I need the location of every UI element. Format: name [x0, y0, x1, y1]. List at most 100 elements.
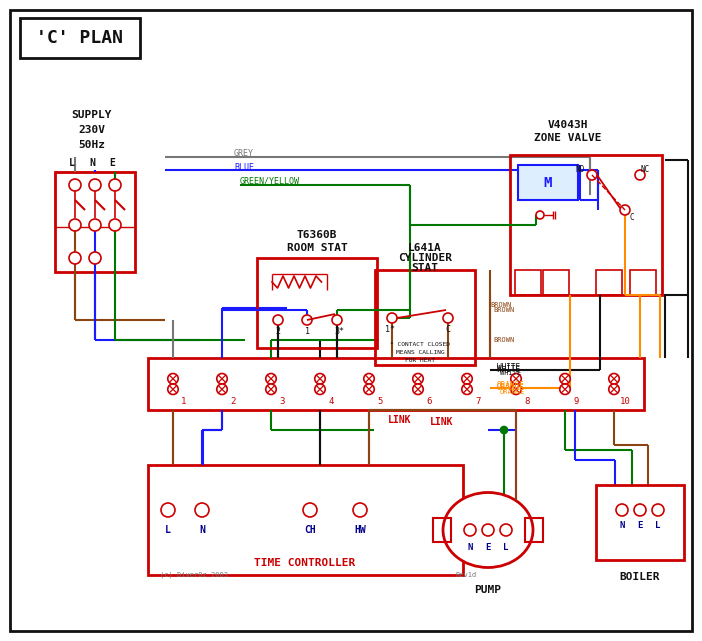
Text: STAT: STAT	[411, 263, 439, 273]
Text: 6: 6	[426, 397, 432, 406]
Circle shape	[616, 504, 628, 516]
Text: M: M	[544, 176, 552, 190]
Circle shape	[302, 315, 312, 325]
Circle shape	[500, 524, 512, 536]
Text: TIME CONTROLLER: TIME CONTROLLER	[254, 558, 356, 568]
Text: GREEN/YELLOW: GREEN/YELLOW	[240, 176, 300, 185]
Bar	[257, 258, 377, 348]
Circle shape	[635, 170, 645, 180]
Bar	[630, 270, 656, 295]
Text: V4043H: V4043H	[548, 120, 588, 130]
Circle shape	[314, 384, 325, 394]
Text: 2: 2	[230, 397, 236, 406]
Text: BROWN: BROWN	[490, 302, 511, 308]
Text: CH: CH	[304, 525, 316, 535]
Text: L: L	[503, 544, 509, 553]
Text: 2: 2	[275, 328, 281, 337]
Bar	[20, 18, 140, 58]
Text: WHITE: WHITE	[500, 370, 522, 376]
Text: BROWN: BROWN	[493, 307, 515, 313]
Text: 3*: 3*	[334, 328, 344, 337]
Text: 3: 3	[279, 397, 285, 406]
Text: N: N	[199, 525, 205, 535]
Text: ORANGE: ORANGE	[497, 381, 525, 390]
Bar	[596, 270, 622, 295]
Text: N: N	[89, 158, 95, 168]
Text: L: L	[69, 158, 75, 168]
Circle shape	[652, 504, 664, 516]
Text: N: N	[468, 544, 472, 553]
Circle shape	[195, 503, 209, 517]
Circle shape	[634, 504, 646, 516]
Text: 50Hz: 50Hz	[79, 140, 105, 150]
Circle shape	[168, 374, 178, 384]
Bar	[543, 270, 569, 295]
Text: 1: 1	[305, 328, 310, 337]
Circle shape	[109, 219, 121, 231]
Circle shape	[89, 219, 101, 231]
Text: L: L	[165, 525, 171, 535]
Text: L641A: L641A	[408, 243, 442, 253]
Text: BLUE: BLUE	[234, 163, 254, 172]
Ellipse shape	[443, 492, 533, 567]
Text: ROOM STAT: ROOM STAT	[286, 243, 347, 253]
Circle shape	[303, 503, 317, 517]
Circle shape	[462, 384, 472, 394]
Bar	[55, 172, 135, 227]
Circle shape	[387, 313, 397, 323]
Circle shape	[462, 374, 472, 384]
Text: E: E	[485, 544, 491, 553]
Circle shape	[559, 384, 570, 394]
Text: 5: 5	[377, 397, 383, 406]
Text: ORANGE: ORANGE	[500, 389, 526, 395]
Text: ZONE VALVE: ZONE VALVE	[534, 133, 602, 143]
Bar	[148, 465, 463, 575]
Text: NC: NC	[640, 165, 649, 174]
Bar	[515, 270, 541, 295]
Circle shape	[168, 384, 178, 394]
Circle shape	[609, 384, 619, 394]
Text: C: C	[446, 326, 451, 335]
Text: L: L	[655, 522, 661, 531]
Circle shape	[217, 384, 227, 394]
Text: FOR HEAT: FOR HEAT	[405, 358, 435, 363]
Circle shape	[69, 219, 81, 231]
Circle shape	[109, 179, 121, 191]
Circle shape	[273, 315, 283, 325]
Text: C: C	[630, 213, 635, 222]
Text: NO: NO	[576, 165, 585, 174]
Text: BOILER: BOILER	[620, 572, 661, 582]
Circle shape	[266, 374, 277, 384]
Text: Rev1d: Rev1d	[455, 572, 476, 578]
Text: 7: 7	[475, 397, 481, 406]
Text: E: E	[109, 158, 115, 168]
Circle shape	[482, 524, 494, 536]
Text: N: N	[619, 522, 625, 531]
Text: HW: HW	[354, 525, 366, 535]
Text: (c) DiverOz 2003: (c) DiverOz 2003	[160, 572, 228, 578]
Circle shape	[464, 524, 476, 536]
Bar	[518, 165, 578, 200]
Circle shape	[266, 384, 277, 394]
Text: T6360B: T6360B	[297, 230, 337, 240]
Bar	[433, 518, 451, 542]
Circle shape	[559, 374, 570, 384]
Bar	[596, 485, 684, 560]
Circle shape	[413, 384, 423, 394]
Text: GREY: GREY	[234, 149, 254, 158]
Bar	[525, 518, 543, 542]
Circle shape	[89, 252, 101, 264]
Circle shape	[69, 252, 81, 264]
Circle shape	[511, 374, 522, 384]
Circle shape	[587, 170, 597, 180]
Text: ORANGE: ORANGE	[497, 383, 525, 392]
Circle shape	[353, 503, 367, 517]
Text: MEANS CALLING: MEANS CALLING	[396, 351, 444, 356]
Circle shape	[161, 503, 175, 517]
Circle shape	[364, 374, 374, 384]
Circle shape	[332, 315, 342, 325]
Circle shape	[314, 374, 325, 384]
Text: WHITE: WHITE	[497, 365, 520, 374]
Circle shape	[536, 211, 544, 219]
Circle shape	[69, 179, 81, 191]
